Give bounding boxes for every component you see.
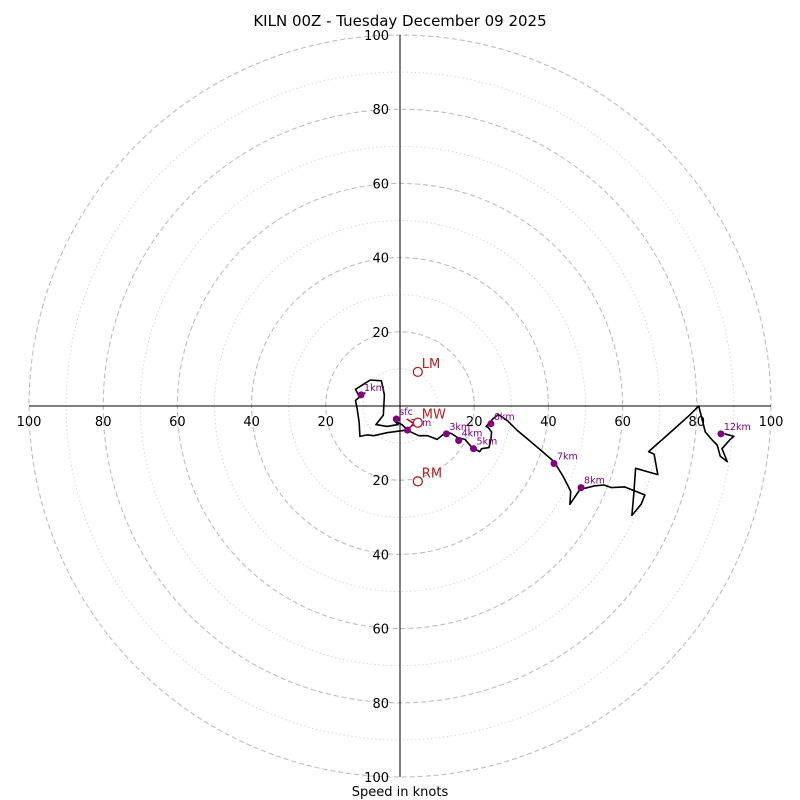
hodograph-trace [354, 379, 735, 517]
km-marker-label: 1km [364, 383, 385, 394]
storm-motion-rm-marker [412, 476, 423, 487]
km-marker-dot [442, 430, 450, 438]
chart-title: KILN 00Z - Tuesday December 09 2025 [253, 12, 546, 30]
x-tick-label: 20 [318, 415, 335, 430]
y-tick-label: 80 [372, 697, 389, 712]
y-tick-label: 80 [372, 103, 389, 118]
y-tick-label: 40 [372, 548, 389, 563]
km-marker-dot [392, 415, 400, 423]
x-tick-label: 80 [689, 415, 706, 430]
km-marker-dot [403, 426, 411, 434]
km-marker-dot [487, 420, 495, 428]
x-tick-label: 40 [243, 415, 260, 430]
x-tick-label: 60 [169, 415, 186, 430]
km-marker-label: 7km [557, 452, 578, 463]
km-markers: sfc1km2km3km4km5km6km7km8km12km [357, 383, 751, 492]
km-marker-dot [550, 460, 558, 468]
km-marker-label: 3km [449, 422, 470, 433]
y-tick-label: 20 [372, 326, 389, 341]
y-tick-label: 60 [372, 623, 389, 638]
km-marker-dot [577, 484, 585, 492]
km-marker-label: 8km [584, 476, 605, 487]
wind-trace-line [354, 379, 735, 517]
y-tick-label: 40 [372, 252, 389, 267]
km-marker-label: 12km [724, 422, 751, 433]
km-marker-dot [717, 430, 725, 438]
x-tick-label: 40 [540, 415, 557, 430]
x-tick-label: 20 [466, 415, 483, 430]
km-marker-label: 4km [462, 429, 483, 440]
x-tick-label: 100 [17, 415, 42, 430]
km-marker-dot [357, 391, 365, 399]
y-tick-label: 100 [364, 771, 389, 786]
storm-motion-label: LM [422, 357, 440, 372]
km-marker-dot [455, 437, 463, 445]
storm-motion-markers: LM MW RM [412, 357, 446, 487]
y-tick-label: 60 [372, 177, 389, 192]
x-tick-label: 60 [614, 415, 631, 430]
km-marker-label: 5km [476, 437, 497, 448]
x-tick-label: 100 [759, 415, 784, 430]
x-axis-label: Speed in knots [352, 785, 449, 800]
km-marker-label: 6km [494, 412, 515, 423]
storm-motion-lm-marker [412, 366, 423, 378]
storm-motion-label: MW [422, 408, 446, 423]
km-marker-label: sfc [399, 407, 413, 418]
y-tick-label: 100 [364, 29, 389, 44]
x-tick-label: 80 [95, 415, 112, 430]
storm-motion-label: RM [422, 466, 442, 481]
y-tick-label: 20 [372, 474, 389, 489]
storm-motion-mw-marker [412, 417, 423, 428]
tick-labels: 100 80 60 40 20 20 40 60 80 100 100 80 60 40 20 20 40 60 8… [17, 29, 784, 786]
km-marker-dot [469, 445, 477, 453]
